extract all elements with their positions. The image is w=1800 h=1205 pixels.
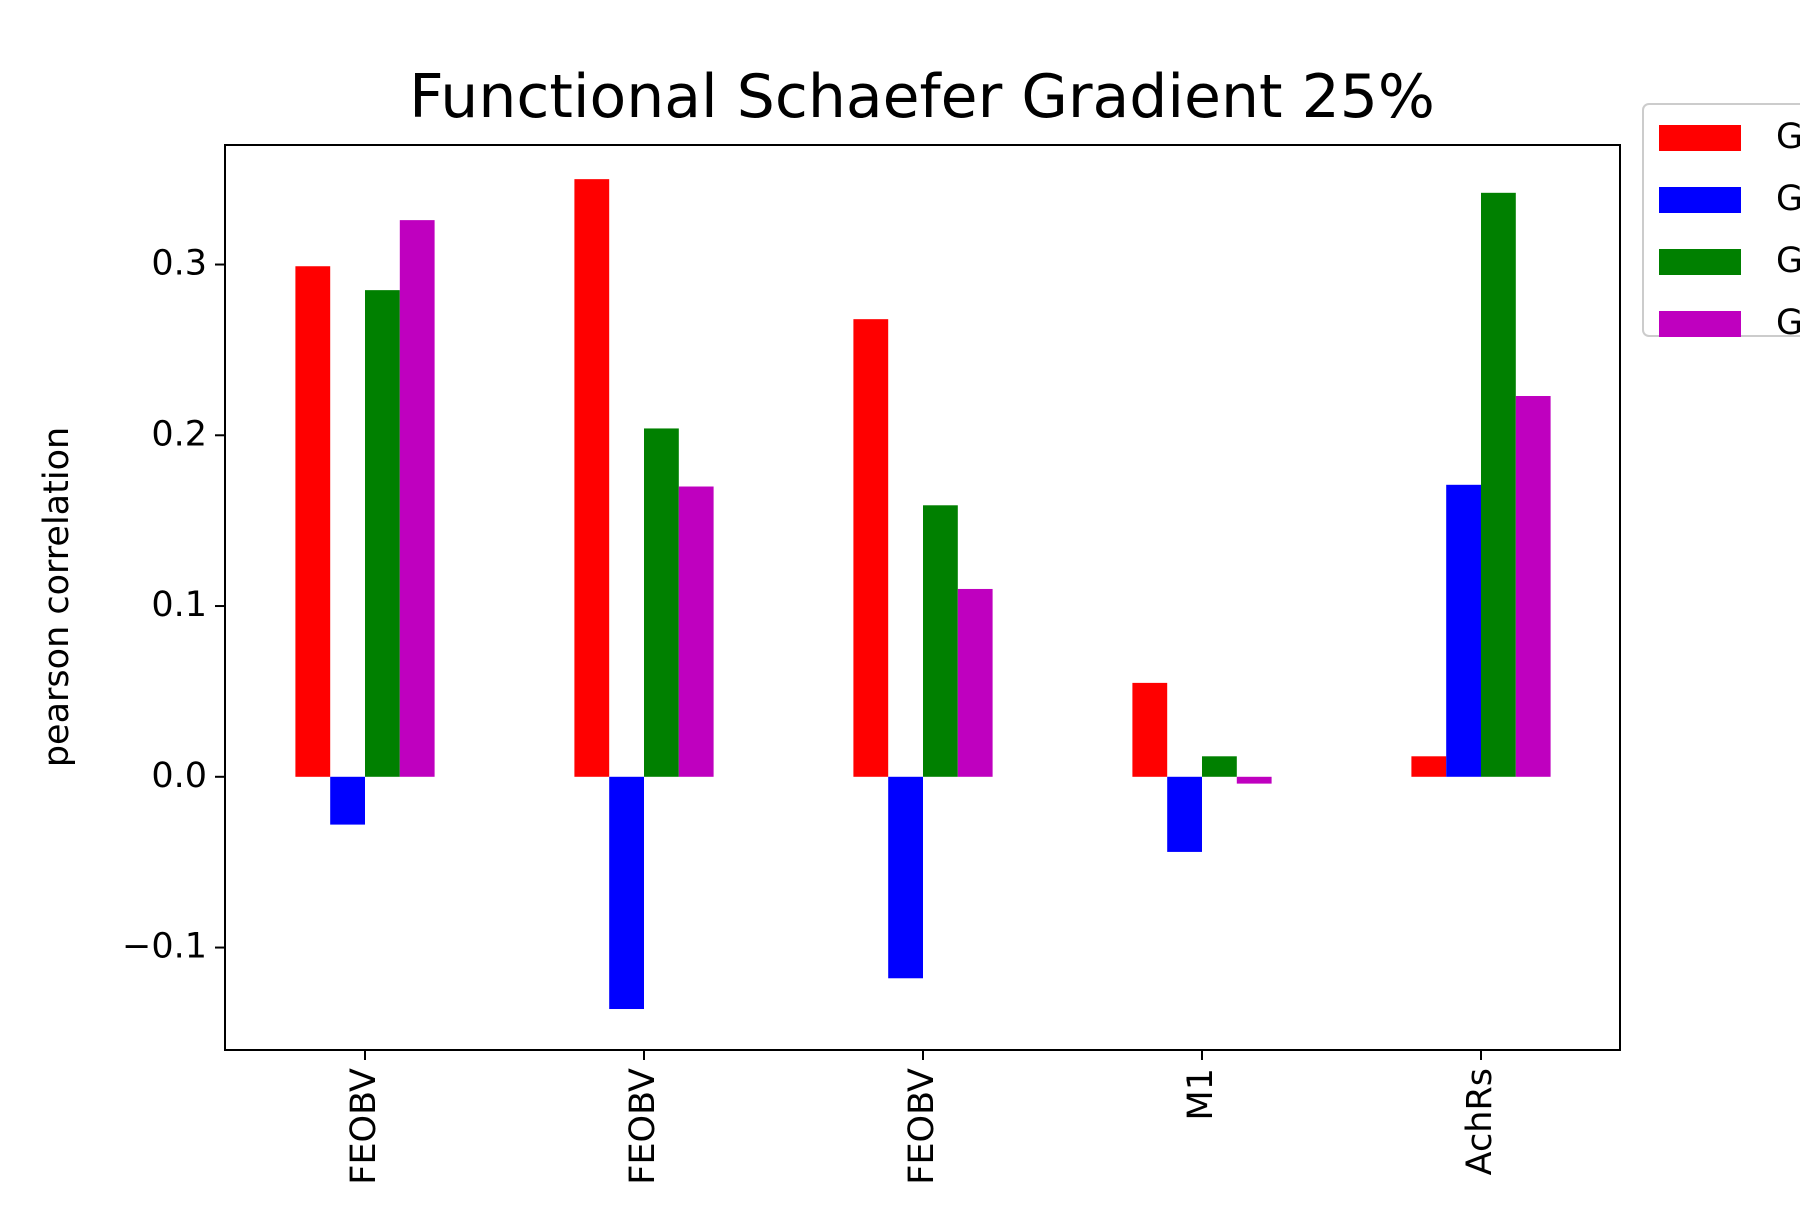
bar	[957, 588, 993, 777]
x-tick-label: AchRs	[1460, 1068, 1500, 1175]
bar	[365, 290, 400, 777]
x-tick-label: FEOBV	[344, 1068, 384, 1185]
legend-swatch	[1659, 311, 1741, 337]
bar	[1236, 776, 1272, 784]
y-tick-label: 0.2	[151, 414, 207, 454]
bar	[853, 319, 889, 777]
bar	[1515, 396, 1551, 777]
legend-swatch	[1659, 125, 1741, 151]
x-tick-label: M1	[1181, 1068, 1221, 1120]
bar	[1411, 756, 1447, 777]
legend-label: G	[1776, 179, 1800, 219]
legend-label: G	[1776, 303, 1800, 343]
bar	[1481, 192, 1516, 777]
bar-group	[295, 220, 435, 825]
bar	[295, 266, 331, 777]
y-axis-label: pearson correlation	[37, 427, 77, 767]
bar	[888, 776, 923, 979]
bar	[1132, 682, 1168, 777]
axes: FEOBV FEOBV FEOBV M1 AchRs −0.1 0.0 0.1 0.2 0.3	[122, 244, 1500, 1185]
legend-label: G	[1776, 117, 1800, 157]
legend-frame	[1642, 103, 1800, 337]
bar	[678, 486, 714, 777]
bar	[1167, 776, 1202, 852]
bar	[1446, 484, 1481, 777]
bar	[574, 179, 610, 777]
bar-group	[1132, 682, 1272, 852]
bar	[609, 776, 644, 1010]
bar	[644, 428, 679, 777]
bar-group	[853, 319, 993, 979]
bar	[1202, 756, 1237, 777]
legend-swatch	[1659, 249, 1741, 275]
bar	[923, 505, 958, 777]
bar-group	[574, 179, 714, 1010]
legend-swatch	[1659, 187, 1741, 213]
x-tick-label: FEOBV	[623, 1068, 663, 1185]
y-tick-label: 0.0	[151, 756, 207, 796]
y-tick-label: 0.3	[151, 244, 207, 284]
y-tick-label: −0.1	[122, 927, 207, 967]
bar-group	[1411, 192, 1551, 777]
plot-area	[295, 179, 1551, 1010]
y-tick-label: 0.1	[151, 585, 207, 625]
x-tick-label: FEOBV	[902, 1068, 942, 1185]
legend-label: G	[1776, 241, 1800, 281]
bar	[399, 220, 435, 777]
bar	[330, 776, 365, 825]
chart-title: Functional Schaefer Gradient 25%	[409, 62, 1435, 132]
